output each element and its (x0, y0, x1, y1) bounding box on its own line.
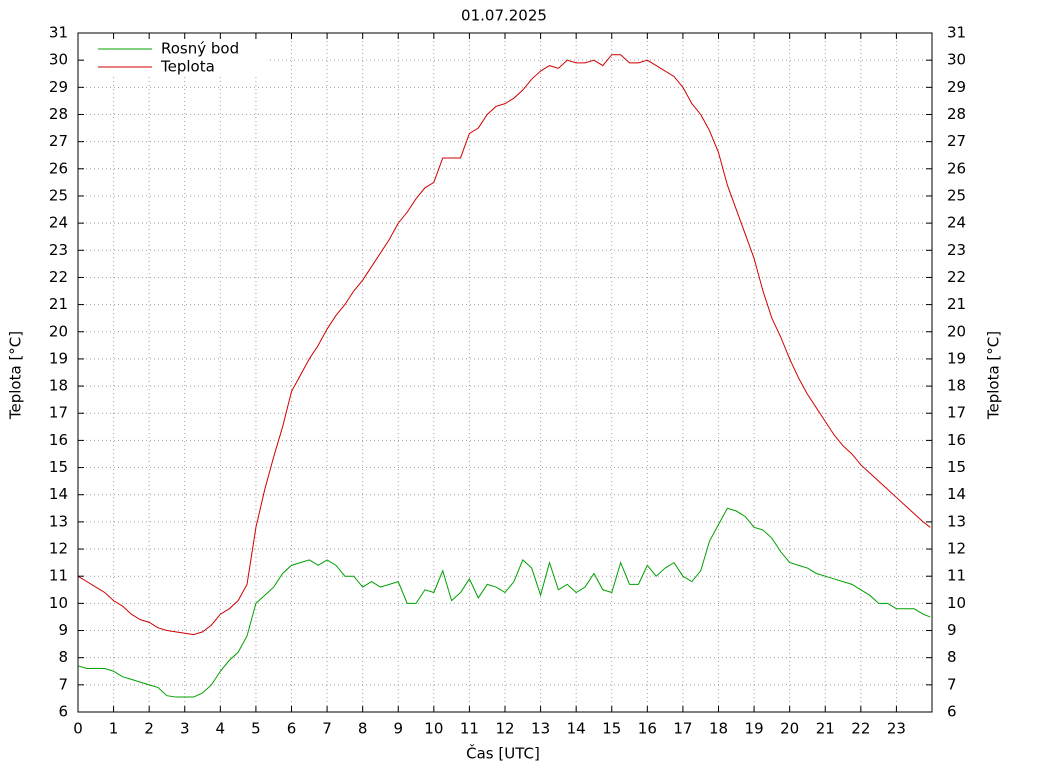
data-line (77, 507, 931, 698)
y2-tick-label: 7 (947, 675, 957, 693)
y2-tick-label: 12 (947, 540, 966, 558)
y-tick-label: 23 (49, 241, 68, 259)
x-tick-label: 5 (251, 720, 261, 738)
y-tick-label: 30 (49, 51, 68, 69)
y2-tick-label: 29 (947, 78, 966, 96)
x-tick-label: 15 (602, 720, 621, 738)
y2-tick-label: 13 (947, 512, 966, 530)
x-tick-label: 16 (638, 720, 657, 738)
y-tick-label: 11 (49, 567, 68, 585)
y2-tick-label: 22 (947, 268, 966, 286)
y-tick-label: 19 (49, 349, 68, 367)
x-tick-label: 10 (424, 720, 443, 738)
x-tick-label: 19 (745, 720, 764, 738)
x-tick-label: 1 (109, 720, 119, 738)
x-tick-label: 6 (287, 720, 297, 738)
y2-tick-label: 28 (947, 105, 966, 123)
x-tick-label: 14 (567, 720, 586, 738)
legend-box (86, 38, 270, 76)
y-tick-label: 28 (49, 105, 68, 123)
x-tick-label: 23 (887, 720, 906, 738)
y-tick-label: 15 (49, 458, 68, 476)
y-tick-label: 14 (49, 485, 68, 503)
plot-frame (77, 32, 933, 713)
legend-label: Teplota (160, 58, 215, 76)
y-tick-label: 20 (49, 322, 68, 340)
y2-tick-label: 30 (947, 51, 966, 69)
y2-tick-label: 25 (947, 186, 966, 204)
y-tick-label: 21 (49, 295, 68, 313)
x-tick-label: 4 (216, 720, 226, 738)
x-tick-label: 2 (144, 720, 154, 738)
y2-tick-label: 16 (947, 431, 966, 449)
y-tick-label: 13 (49, 512, 68, 530)
x-tick-label: 8 (358, 720, 368, 738)
y2-tick-label: 17 (947, 404, 966, 422)
y-tick-label: 10 (49, 594, 68, 612)
y2-tick-label: 6 (947, 703, 957, 721)
x-tick-label: 22 (851, 720, 870, 738)
y2-tick-label: 31 (947, 24, 966, 42)
y2-tick-label: 24 (947, 214, 966, 232)
y-tick-label: 25 (49, 186, 68, 204)
y2-tick-label: 9 (947, 621, 957, 639)
y-tick-label: 17 (49, 404, 68, 422)
y2-tick-label: 19 (947, 349, 966, 367)
y2-tick-label: 26 (947, 159, 966, 177)
x-tick-label: 20 (780, 720, 799, 738)
chart-title: 01.07.2025 (461, 7, 547, 25)
y-axis-title: Teplota [°C] (7, 331, 25, 420)
y-tick-label: 24 (49, 214, 68, 232)
y-tick-label: 9 (58, 621, 68, 639)
y2-tick-label: 27 (947, 132, 966, 150)
y-tick-label: 22 (49, 268, 68, 286)
y2-axis-title: Teplota [°C] (985, 331, 1003, 420)
x-tick-label: 18 (709, 720, 728, 738)
x-tick-label: 17 (673, 720, 692, 738)
x-axis-title: Čas [UTC] (466, 744, 540, 763)
y2-tick-label: 10 (947, 594, 966, 612)
legend-label: Rosný bod (161, 40, 239, 58)
x-tick-label: 21 (816, 720, 835, 738)
x-tick-label: 0 (73, 720, 83, 738)
y2-tick-label: 23 (947, 241, 966, 259)
y2-tick-label: 8 (947, 648, 957, 666)
x-tick-label: 13 (531, 720, 550, 738)
y2-tick-label: 18 (947, 377, 966, 395)
y-tick-label: 6 (58, 703, 68, 721)
y-tick-label: 31 (49, 24, 68, 42)
y-tick-label: 18 (49, 377, 68, 395)
x-tick-label: 7 (322, 720, 332, 738)
y-tick-label: 26 (49, 159, 68, 177)
x-tick-label: 9 (393, 720, 403, 738)
y2-tick-label: 14 (947, 485, 966, 503)
x-tick-label: 12 (495, 720, 514, 738)
x-tick-label: 11 (460, 720, 479, 738)
x-tick-label: 3 (180, 720, 190, 738)
data-line (77, 54, 931, 636)
y-tick-label: 12 (49, 540, 68, 558)
y-tick-label: 7 (58, 675, 68, 693)
y2-tick-label: 15 (947, 458, 966, 476)
y-tick-label: 29 (49, 78, 68, 96)
y2-tick-label: 20 (947, 322, 966, 340)
y-tick-label: 16 (49, 431, 68, 449)
y-tick-label: 8 (58, 648, 68, 666)
y2-tick-label: 21 (947, 295, 966, 313)
y-tick-label: 27 (49, 132, 68, 150)
y2-tick-label: 11 (947, 567, 966, 585)
